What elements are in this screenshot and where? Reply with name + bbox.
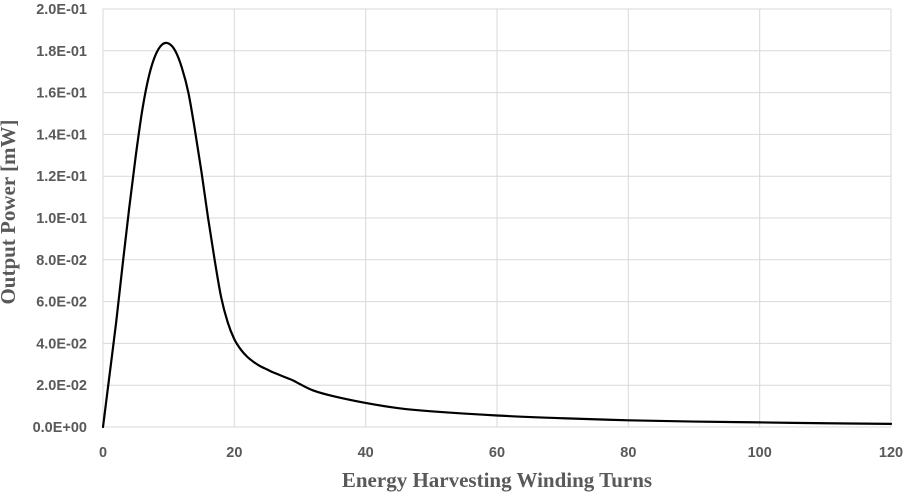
y-axis-title: Output Power [mW]	[0, 119, 20, 304]
x-tick-label: 100	[748, 445, 772, 461]
x-axis-title: Energy Harvesting Winding Turns	[342, 468, 652, 492]
y-tick-label: 2.0E-02	[36, 378, 87, 394]
series-layer	[101, 41, 893, 429]
x-tick-label: 20	[226, 445, 242, 461]
gridlines	[102, 8, 892, 428]
y-axis-tick-labels: 0.0E+00 2.0E-02 4.0E-02 6.0E-02 8.0E-02 1.0E-…	[33, 2, 87, 436]
y-tick-label: 4.0E-02	[36, 336, 87, 352]
y-tick-label: 6.0E-02	[36, 295, 87, 311]
y-tick-label: 1.0E-01	[36, 211, 87, 227]
x-tick-label: 40	[358, 445, 374, 461]
x-axis-tick-labels: 0 20 40 60 80 100 120	[99, 445, 903, 461]
y-tick-label: 1.4E-01	[36, 127, 87, 143]
x-tick-label: 120	[879, 445, 903, 461]
series-line	[101, 41, 893, 429]
x-tick-label: 80	[620, 445, 636, 461]
x-tick-label: 60	[489, 445, 505, 461]
y-tick-label: 0.0E+00	[33, 420, 87, 436]
x-tick-label: 0	[99, 445, 107, 461]
y-tick-label: 8.0E-02	[36, 253, 87, 269]
y-tick-label: 1.8E-01	[36, 44, 87, 60]
y-tick-label: 1.2E-01	[36, 169, 87, 185]
y-tick-label: 2.0E-01	[36, 2, 87, 18]
y-tick-label: 1.6E-01	[36, 86, 87, 102]
